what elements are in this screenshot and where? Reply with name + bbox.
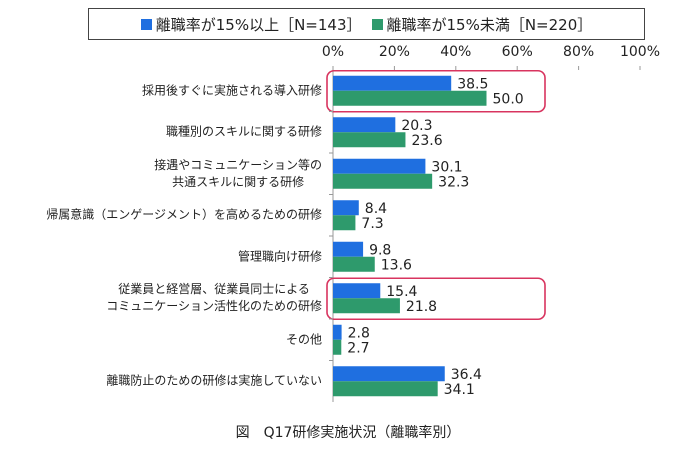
data-label: 34.1 (444, 382, 475, 398)
bar (333, 132, 406, 148)
y-tick-label: 離職防止のための研修は実施していない (106, 373, 322, 388)
y-tick-label: 従業員と経営層、従業員同士による コミュニケーション活性化のための研修 (106, 282, 322, 314)
data-label: 21.8 (406, 299, 437, 315)
bar (333, 339, 342, 355)
bar (333, 381, 438, 397)
y-tick-label: その他 (285, 332, 322, 347)
y-tick-label: 帰属意識（エンゲージメント）を高めるための研修 (46, 207, 322, 222)
data-label: 38.5 (457, 76, 488, 92)
data-label: 9.8 (369, 242, 391, 258)
bar (333, 158, 426, 174)
data-label: 7.3 (361, 216, 383, 232)
bar (333, 283, 381, 299)
legend-label: 離職率が15%以上［N=143］ (155, 15, 362, 34)
legend-swatch (140, 18, 152, 30)
data-label: 30.1 (431, 159, 462, 175)
caption: 図 Q17研修実施状況（離職率別） (235, 425, 461, 441)
legend: 離職率が15%以上［N=143］ 離職率が15%未満［N=220］ (88, 8, 645, 40)
highlight-box (326, 277, 546, 321)
highlight-box (326, 69, 546, 113)
bar (333, 241, 364, 257)
y-tick-label: 接遇やコミュニケーション等の 共通スキルに関する研修 (154, 157, 322, 189)
bar (333, 366, 445, 382)
legend-item: 離職率が15%以上［N=143］ (140, 14, 362, 35)
data-label: 50.0 (493, 91, 524, 107)
data-label: 23.6 (411, 133, 442, 149)
x-tick-label: 0% (322, 44, 344, 60)
data-label: 2.8 (348, 325, 370, 341)
legend-label: 離職率が15%未満［N=220］ (386, 15, 593, 34)
bar (333, 117, 396, 133)
x-tick-label: 60% (502, 44, 533, 60)
data-label: 32.3 (438, 174, 469, 190)
legend-item: 離職率が15%未満［N=220］ (371, 14, 593, 35)
legend-swatch (371, 18, 383, 30)
y-tick-label: 管理職向け研修 (237, 249, 322, 264)
y-tick-label: 職種別のスキルに関する研修 (165, 124, 322, 139)
bar (333, 324, 342, 340)
data-label: 20.3 (401, 118, 432, 134)
x-tick-label: 80% (563, 44, 594, 60)
bar (333, 256, 375, 272)
x-tick-label: 40% (440, 44, 471, 60)
bar (333, 298, 400, 314)
data-label: 15.4 (386, 284, 417, 300)
y-tick-label: 採用後すぐに実施される導入研修 (141, 83, 322, 98)
x-tick-label: 20% (379, 44, 410, 60)
data-label: 36.4 (451, 367, 482, 383)
x-tick-label: 100% (620, 44, 660, 60)
data-label: 2.7 (347, 340, 369, 356)
bar (333, 215, 356, 231)
bar (333, 173, 433, 189)
bar (333, 75, 452, 91)
data-label: 8.4 (365, 201, 387, 217)
bar (333, 90, 487, 106)
bar (333, 200, 359, 216)
data-label: 13.6 (381, 257, 412, 273)
